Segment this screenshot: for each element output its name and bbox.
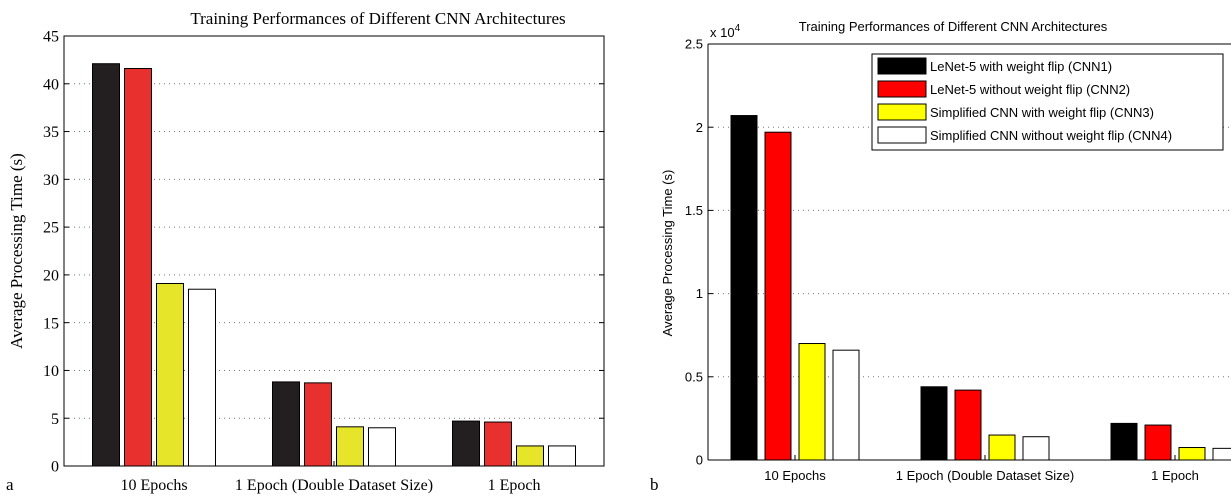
y-tick-label: 10 bbox=[43, 363, 59, 380]
y-tick-label: 5 bbox=[51, 411, 59, 428]
chart-b-panel-label: b bbox=[650, 475, 659, 494]
legend-swatch bbox=[877, 126, 927, 144]
bar bbox=[920, 386, 948, 461]
chart-a: Training Performances of Different CNN A… bbox=[6, 9, 605, 494]
x-tick-label: 10 Epochs bbox=[120, 477, 187, 494]
bar bbox=[988, 434, 1016, 461]
legend-entry: LeNet-5 with weight flip (CNN1) bbox=[930, 59, 1112, 74]
x-tick-label: 1 Epoch (Double Dataset Size) bbox=[896, 468, 1074, 483]
legend-entry: Simplified CNN with weight flip (CNN3) bbox=[930, 105, 1154, 120]
chart-a-bars bbox=[92, 63, 576, 467]
chart-b-scale-factor: x 104 bbox=[710, 23, 741, 40]
y-tick-label: 25 bbox=[43, 220, 59, 237]
bar bbox=[304, 382, 332, 467]
y-tick-label: 35 bbox=[43, 124, 59, 141]
bar bbox=[954, 389, 982, 461]
chart-a-title: Training Performances of Different CNN A… bbox=[190, 9, 565, 28]
legend-entry: Simplified CNN without weight flip (CNN4… bbox=[930, 128, 1172, 143]
chart-b-title: Training Performances of Different CNN A… bbox=[799, 19, 1108, 34]
y-tick-label: 15 bbox=[43, 315, 59, 332]
bar bbox=[92, 63, 120, 467]
chart-b-y-axis-ticks: 0 0.5 1 1.5 2 2.5 bbox=[685, 37, 713, 468]
x-tick-label: 1 Epoch (Double Dataset Size) bbox=[235, 477, 433, 494]
legend-entry: LeNet-5 without weight flip (CNN2) bbox=[930, 82, 1130, 97]
legend-swatch bbox=[877, 57, 927, 75]
bar bbox=[1110, 422, 1138, 461]
bar bbox=[1144, 424, 1172, 461]
chart-b: Training Performances of Different CNN A… bbox=[650, 19, 1231, 494]
legend-box bbox=[871, 53, 1224, 151]
bar bbox=[1022, 436, 1050, 461]
y-tick-label: 1 bbox=[696, 286, 703, 301]
bar bbox=[272, 381, 300, 467]
x-tick-label: 1 Epoch bbox=[488, 477, 541, 494]
y-tick-label: 1.5 bbox=[685, 203, 703, 218]
legend-swatch bbox=[877, 103, 927, 121]
chart-b-legend: LeNet-5 with weight flip (CNN1) LeNet-5 w… bbox=[871, 53, 1224, 151]
chart-a-y-axis-ticks: 0 5 10 15 20 25 30 35 40 45 bbox=[43, 29, 604, 476]
bar bbox=[798, 343, 826, 461]
chart-a-y-axis-label: Average Processing Time (s) bbox=[7, 153, 26, 349]
bar bbox=[832, 349, 860, 461]
chart-a-grid bbox=[64, 83, 604, 419]
chart-a-panel-label: a bbox=[6, 475, 14, 494]
bar bbox=[1178, 447, 1206, 461]
x-tick-label: 1 Epoch bbox=[1151, 468, 1199, 483]
bar bbox=[1212, 447, 1231, 461]
bar bbox=[516, 445, 544, 467]
chart-b-scale-factor-exponent: 4 bbox=[735, 23, 741, 34]
bar bbox=[368, 427, 396, 467]
chart-b-scale-factor-base: x 10 bbox=[710, 25, 735, 40]
chart-b-x-axis-ticks: 10 Epochs 1 Epoch (Double Dataset Size) 1 … bbox=[764, 455, 1199, 483]
bar bbox=[730, 115, 758, 461]
bar bbox=[764, 131, 792, 461]
legend-swatch bbox=[877, 80, 927, 98]
y-tick-label: 45 bbox=[43, 29, 59, 46]
bar bbox=[188, 288, 216, 467]
y-tick-label: 0.5 bbox=[685, 369, 703, 384]
y-tick-label: 0 bbox=[696, 453, 703, 468]
y-tick-label: 20 bbox=[43, 267, 59, 284]
bar bbox=[484, 421, 512, 467]
y-tick-label: 40 bbox=[43, 76, 59, 93]
x-tick-label: 10 Epochs bbox=[764, 468, 826, 483]
chart-a-x-axis-ticks: 10 Epochs 1 Epoch (Double Dataset Size) 1 … bbox=[120, 461, 540, 494]
chart-b-y-axis-label: Average Processing Time (s) bbox=[660, 170, 675, 337]
y-tick-label: 0 bbox=[51, 459, 59, 476]
bar bbox=[124, 67, 152, 467]
bar bbox=[548, 445, 576, 467]
y-tick-label: 2.5 bbox=[685, 37, 703, 52]
y-tick-label: 2 bbox=[696, 120, 703, 135]
y-tick-label: 30 bbox=[43, 172, 59, 189]
bar bbox=[452, 420, 480, 467]
bar bbox=[336, 426, 364, 467]
bar bbox=[156, 282, 184, 467]
